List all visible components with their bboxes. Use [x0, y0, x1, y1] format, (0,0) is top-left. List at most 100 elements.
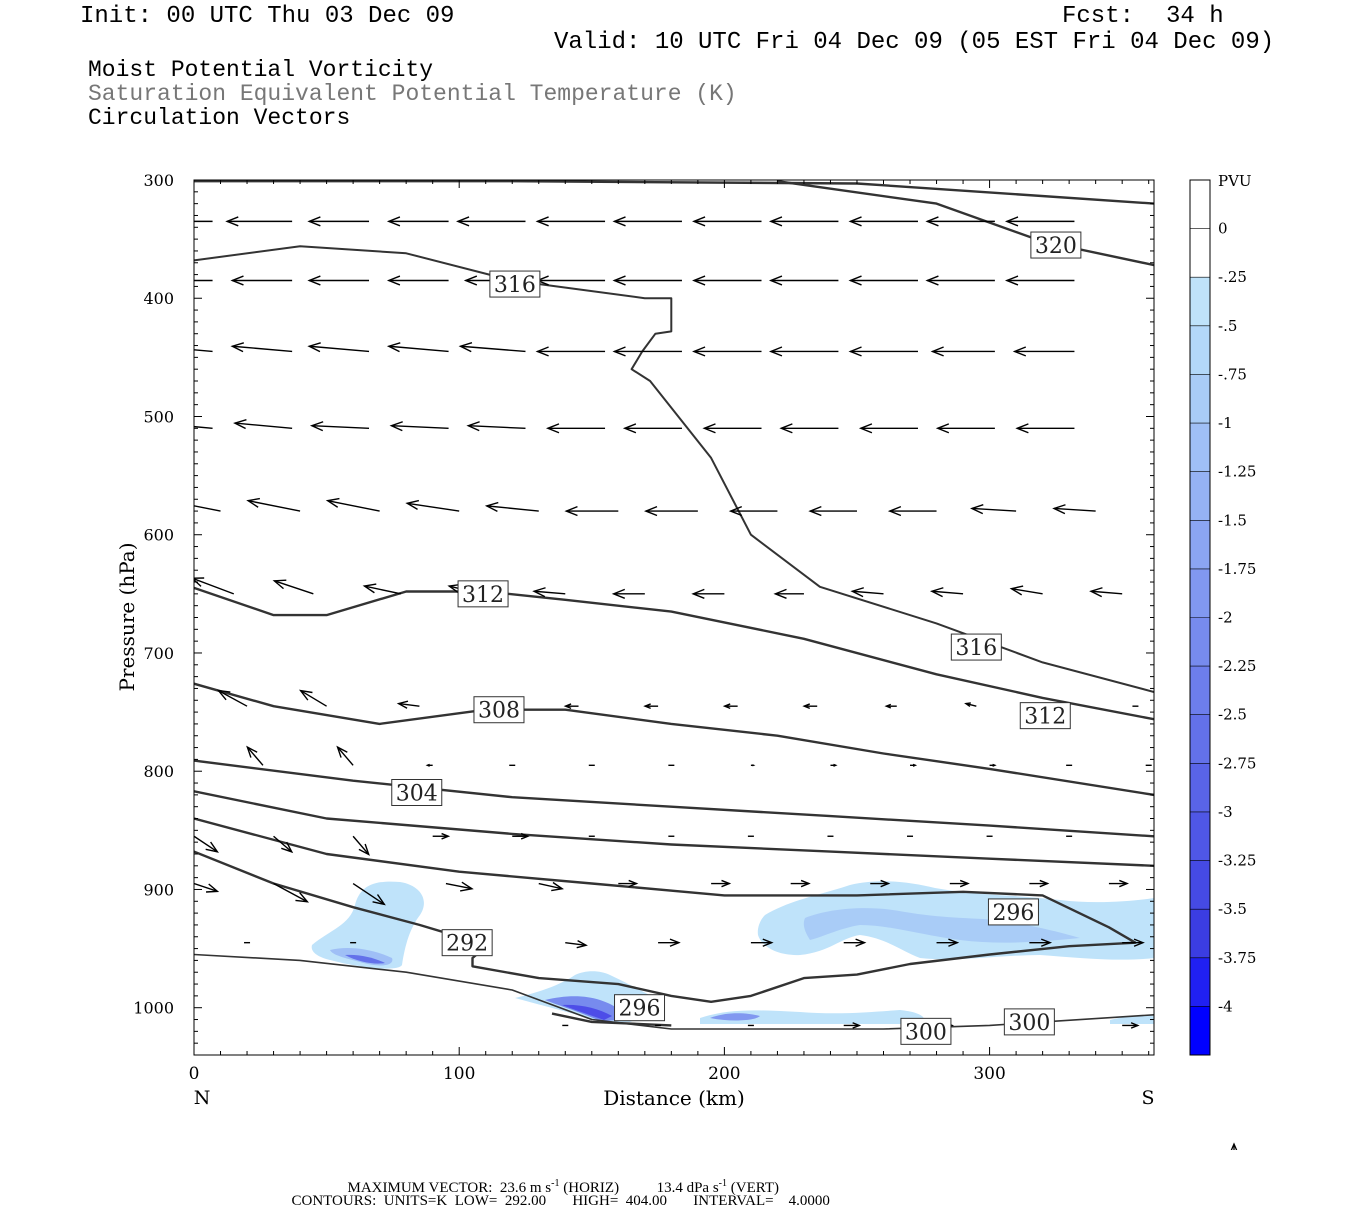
vector-head: [1004, 216, 1019, 227]
contour-summary-line: CONTOURS: UNITS=K LOW= 292.00 HIGH= 404.…: [284, 1176, 830, 1210]
vector-head: [520, 832, 530, 840]
vector-head: [802, 703, 811, 710]
vector-head: [779, 423, 793, 434]
vector-head: [307, 275, 321, 286]
vector-head: [532, 587, 546, 598]
vector-head: [930, 346, 944, 357]
vector-head: [230, 275, 244, 286]
vector-head: [148, 217, 159, 226]
vector-head: [643, 505, 658, 517]
vector-shaft: [1011, 587, 1043, 595]
colorbar-swatch: [1190, 617, 1210, 667]
contour-line: [194, 586, 1154, 721]
vector-head: [858, 423, 873, 434]
vector-shaft: [352, 835, 370, 855]
vector-head: [768, 275, 783, 286]
south-label: S: [1141, 1087, 1154, 1109]
vector-shaft: [391, 425, 449, 430]
contour-line: [194, 953, 1154, 1030]
vector-head: [768, 216, 783, 227]
vector-head: [225, 216, 239, 227]
colorbar-swatch: [1190, 568, 1210, 618]
vector-head: [970, 504, 984, 515]
vector-head: [762, 938, 774, 947]
contour-line: [194, 245, 1154, 693]
contour-label: 292: [446, 932, 488, 957]
vector-head: [386, 275, 401, 286]
vector-shaft: [364, 585, 401, 595]
contours-interval: 4.0000: [788, 1193, 830, 1209]
colorbar-swatch: [1190, 860, 1210, 910]
colorbar-swatch: [1190, 228, 1210, 278]
contours-low: 292.00: [504, 1193, 547, 1209]
vector-head: [576, 939, 588, 949]
vector-shaft: [194, 349, 213, 353]
vector-head: [458, 342, 473, 353]
vector-head: [1052, 504, 1066, 515]
contour-line: [194, 759, 1154, 838]
vector-head: [307, 216, 321, 227]
colorbar-label: -.75: [1218, 365, 1247, 383]
max-vector-line: MAXIMUM VECTOR: 23.6 m s-1 (HORIZ) 13.4 …: [340, 1158, 780, 1197]
contour-label-box: [987, 898, 1039, 926]
vector-shaft: [232, 345, 293, 353]
vector-head: [612, 346, 626, 357]
vector-head: [460, 881, 474, 892]
vector-head: [325, 497, 340, 508]
colorbar-label: -.25: [1218, 268, 1247, 286]
vector-shaft: [218, 689, 248, 707]
vector-head: [447, 583, 462, 594]
colorbar-swatch: [1190, 957, 1210, 1007]
contour-label-box: [1030, 231, 1082, 259]
colorbar-label: -3.75: [1218, 949, 1256, 967]
colorbar-label: -1.5: [1218, 511, 1247, 529]
vector-head: [425, 763, 430, 767]
vector-head: [372, 894, 386, 906]
colorbar-swatch: [1190, 423, 1210, 473]
colorbar-label: -1.25: [1218, 463, 1256, 481]
vector-head: [246, 745, 258, 758]
vector-shaft: [309, 345, 370, 353]
vector-head: [194, 577, 205, 587]
vector-head: [728, 505, 743, 517]
max-vector-label: MAXIMUM VECTOR:: [347, 1180, 493, 1196]
vector-head: [752, 764, 756, 767]
vector-head: [463, 275, 478, 286]
contour-label-box: [1019, 702, 1071, 730]
vector-head: [336, 745, 348, 758]
colorbar-swatch: [1190, 471, 1210, 521]
vector-shaft: [468, 425, 526, 430]
vector-head: [691, 588, 705, 599]
contour-label: 304: [396, 782, 438, 807]
contour-line: [194, 180, 1154, 205]
vector-shaft: [407, 502, 460, 512]
contour-label: 312: [1024, 705, 1066, 730]
vector-shaft: [538, 882, 563, 890]
y-tick-label: 1000: [133, 999, 174, 1018]
vector-head: [295, 892, 310, 903]
vector-head: [205, 883, 220, 893]
contour-label-box: [900, 1017, 952, 1045]
vector-head: [551, 881, 564, 892]
vector-head: [456, 216, 470, 227]
vector-head: [929, 587, 944, 598]
field-title-vectors: Circulation Vectors: [88, 105, 351, 131]
vector-head: [925, 275, 939, 286]
max-vector-vert: 13.4 dPa s: [656, 1180, 719, 1196]
pv-shade-bottom-right-core: [710, 1013, 760, 1021]
pv-shade-right-core: [803, 908, 1080, 943]
colorbar-swatch: [1190, 811, 1210, 862]
vector-head: [153, 343, 164, 352]
vector-head: [230, 342, 245, 353]
reference-vector: [1230, 1142, 1238, 1150]
vector-shaft: [445, 882, 473, 890]
colorbar-label: -2.75: [1218, 754, 1256, 772]
vector-head: [1040, 938, 1053, 947]
field-title-theta-es: Saturation Equivalent Potential Temperat…: [88, 81, 737, 107]
vector-shaft: [388, 345, 449, 353]
vector-head: [535, 216, 549, 227]
vector-head: [216, 689, 231, 701]
y-tick-label: 700: [143, 644, 174, 663]
vector-head: [808, 505, 822, 517]
cross-section-chart: 320 316 312 316 308 312 304 296 292 296 300 300 300…: [115, 171, 1256, 1150]
